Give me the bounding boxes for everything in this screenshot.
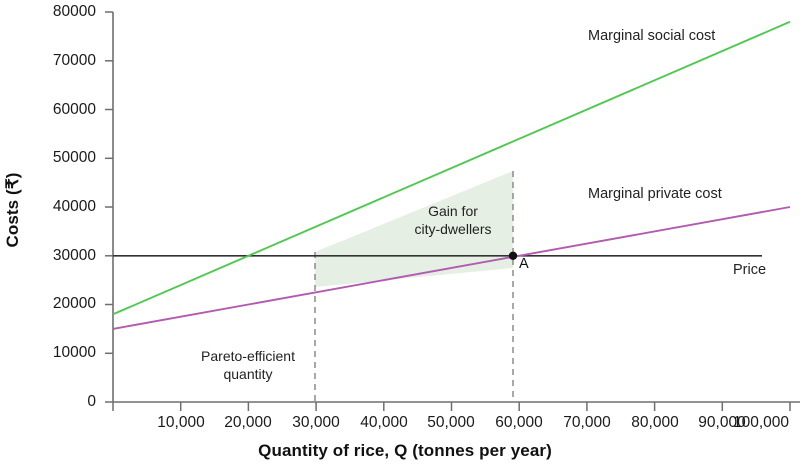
gain-for-city-dwellers-region [315,171,513,287]
x-tick-label-50000: 50,000 [427,414,475,431]
gain-annotation-line-2: city-dwellers [414,220,492,237]
marginal-private-cost-curve [112,206,791,330]
y-tick-label-40000: 40000 [52,198,96,215]
marginal-social-cost-curve [112,20,791,316]
y-tick-label-10000: 10000 [52,344,96,361]
point-a-label: A [519,256,529,272]
pareto-efficient-quantity-annotation: Pareto-efficient quantity [178,348,318,383]
x-tick-label-20000: 20,000 [224,414,272,431]
y-tick-label-30000: 30000 [52,247,96,264]
y-tick-label-20000: 20000 [52,295,96,312]
gain-annotation-line-1: Gain for [428,203,478,219]
pareto-annotation-line-2: quantity [223,365,273,382]
x-tick-label-90000: 90,000 [698,414,746,431]
gain-for-city-dwellers-annotation: Gain for city-dwellers [383,203,523,238]
x-tick-label-10000: 10,000 [157,414,205,431]
point-a-marker [508,251,518,260]
y-tick-label-70000: 70000 [52,52,96,69]
y-axis-ticks [105,11,113,403]
x-tick-label-40000: 40,000 [360,414,408,431]
pareto-annotation-line-1: Pareto-efficient [201,348,295,364]
x-axis-ticks [112,402,791,411]
x-tick-label-80000: 80,000 [631,414,679,431]
y-tick-label-50000: 50000 [52,149,96,166]
price-label: Price [733,262,767,278]
x-tick-label-100000: 100,000 [732,414,790,431]
y-axis-title: Costs (₹) [3,172,22,248]
x-tick-label-60000: 60,000 [495,414,543,431]
y-tick-label-80000: 80000 [52,3,96,20]
marginal-private-cost-label: Marginal private cost [588,186,722,202]
x-tick-label-30000: 30,000 [292,414,340,431]
x-tick-label-70000: 70,000 [563,414,611,431]
y-tick-label-0: 0 [87,393,96,410]
x-axis-title: Quantity of rice, Q (tonnes per year) [258,441,552,460]
y-tick-label-60000: 60000 [52,101,96,118]
marginal-social-cost-label: Marginal social cost [588,28,716,44]
